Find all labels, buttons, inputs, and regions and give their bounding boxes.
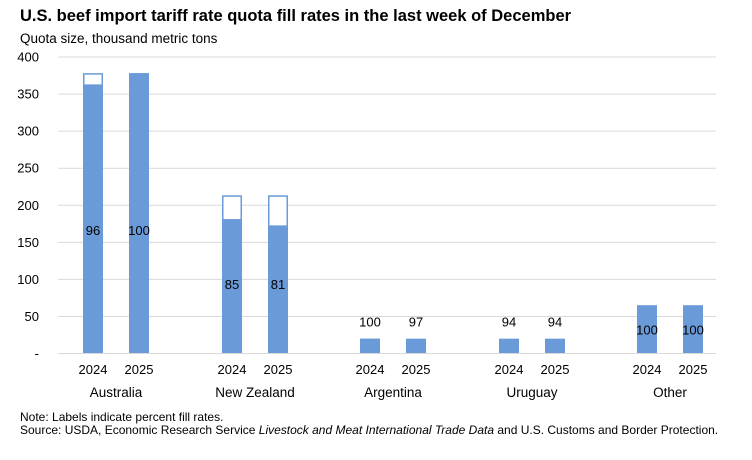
chart-title: U.S. beef import tariff rate quota fill … — [20, 7, 572, 25]
category-label: Argentina — [364, 385, 422, 400]
chart-note: Note: Labels indicate percent fill rates… — [20, 411, 735, 437]
x-tick-label: 2025 — [402, 362, 431, 377]
note-text: Note: Labels indicate percent fill rates… — [20, 410, 224, 424]
data-label: 85 — [225, 277, 239, 292]
y-tick-label: 250 — [17, 161, 39, 176]
source-italic: Livestock and Meat International Trade D… — [258, 423, 495, 437]
y-tick-label: 400 — [17, 50, 39, 65]
source-prefix: Source: USDA, Economic Research Service — [20, 423, 259, 437]
y-tick-label: 100 — [17, 272, 39, 287]
fill-bar — [637, 305, 657, 354]
bar-chart: - 50 100 150 200 250 300 350 400 96 2024 100 2025 Aus… — [17, 50, 716, 400]
data-label: 94 — [548, 315, 562, 330]
x-tick-label: 2024 — [356, 362, 385, 377]
category-label: Uruguay — [506, 385, 557, 400]
fill-bar — [545, 339, 565, 354]
source-suffix: and U.S. Customs and Border Protection. — [494, 423, 719, 437]
data-label: 100 — [682, 322, 704, 337]
data-label: 94 — [502, 315, 516, 330]
data-label: 100 — [636, 322, 658, 337]
fill-bar — [129, 73, 149, 354]
y-tick-label: 300 — [17, 124, 39, 139]
x-tick-label: 2025 — [264, 362, 293, 377]
category-label: Australia — [90, 385, 143, 400]
y-tick-label: 150 — [17, 235, 39, 250]
fill-bar — [683, 305, 703, 354]
x-tick-label: 2025 — [541, 362, 570, 377]
data-label: 97 — [409, 315, 423, 330]
fill-bar — [360, 338, 380, 354]
fill-bar — [406, 339, 426, 354]
fill-bar — [222, 219, 242, 354]
y-tick-label: 350 — [17, 87, 39, 102]
x-tick-label: 2025 — [125, 362, 154, 377]
data-label: 100 — [128, 223, 150, 238]
fill-bar — [83, 84, 103, 354]
x-tick-label: 2024 — [495, 362, 524, 377]
x-tick-label: 2025 — [679, 362, 708, 377]
data-label: 81 — [271, 277, 285, 292]
x-tick-label: 2024 — [633, 362, 662, 377]
chart-subtitle: Quota size, thousand metric tons — [20, 31, 218, 46]
fill-bar — [268, 225, 288, 354]
y-tick-label: - — [35, 346, 39, 361]
y-tick-label: 200 — [17, 198, 39, 213]
data-label: 96 — [86, 223, 100, 238]
source-text: Source: USDA, Economic Research Service … — [20, 424, 735, 437]
x-tick-label: 2024 — [218, 362, 247, 377]
category-label: New Zealand — [215, 385, 295, 400]
fill-bar — [499, 339, 519, 354]
data-label: 100 — [359, 315, 381, 330]
x-tick-label: 2024 — [79, 362, 108, 377]
category-label: Other — [653, 385, 687, 400]
y-tick-label: 50 — [25, 309, 39, 324]
